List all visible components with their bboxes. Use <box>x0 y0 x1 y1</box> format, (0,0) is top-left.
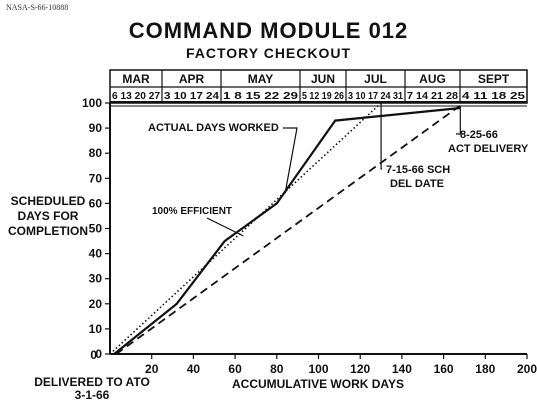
y-tick-label: 90 <box>89 121 103 135</box>
x-tick-label: 20 <box>145 362 159 376</box>
month-label: SEPT <box>478 72 510 86</box>
annotation-actual: ACTUAL DAYS WORKED <box>148 122 279 134</box>
month-dates: 3 10 17 24 31 <box>348 91 403 102</box>
x-tick-label: 200 <box>517 362 537 376</box>
document-code: NASA-S-66-10888 <box>6 3 69 12</box>
month-label: AUG <box>419 72 446 86</box>
x-tick-label: 80 <box>270 362 284 376</box>
month-dates: 7 14 21 28 <box>407 91 458 102</box>
annotation-delivered-1: DELIVERED TO ATO <box>34 375 150 389</box>
y-tick-label: 80 <box>89 146 103 160</box>
series-line-dotted <box>109 102 382 355</box>
x-axis-label: ACCUMULATIVE WORK DAYS <box>232 377 404 391</box>
month-label: MAR <box>122 72 150 86</box>
series-line-solid <box>113 106 461 355</box>
x-tick-label: 60 <box>228 362 242 376</box>
month-dates: 5 12 19 26 <box>302 91 344 102</box>
y-tick-label: 40 <box>89 247 103 261</box>
annotation-efficient: 100% EFFICIENT <box>152 206 232 217</box>
month-label: APR <box>179 72 205 86</box>
month-label: MAY <box>248 72 274 86</box>
x-tick-label: 180 <box>475 362 495 376</box>
month-label: JUN <box>311 72 335 86</box>
annotation-sch-1: 7-15-66 SCH <box>386 164 450 176</box>
annotation-delivered-2: 3-1-66 <box>75 388 110 402</box>
annotation-act-delivery-leader <box>456 105 461 135</box>
y-tick-label: 70 <box>89 171 103 185</box>
x-origin-label: 0 <box>90 348 97 362</box>
annotation-sch-leader <box>380 103 382 170</box>
x-tick-label: 140 <box>392 362 412 376</box>
x-tick-label: 120 <box>350 362 370 376</box>
x-tick-label: 100 <box>308 362 328 376</box>
y-tick-label: 30 <box>89 272 103 286</box>
x-tick-label: 160 <box>434 362 454 376</box>
chart-subtitle: FACTORY CHECKOUT <box>185 45 352 61</box>
month-dates: 1 8 15 22 29 <box>223 91 299 102</box>
month-dates: 6 13 20 27 <box>112 91 160 102</box>
y-tick-label: 100 <box>82 96 102 110</box>
y-tick-label: 0 <box>95 347 102 361</box>
y-axis-label: SCHEDULED <box>11 194 86 208</box>
y-tick-label: 60 <box>89 196 103 210</box>
chart-title: COMMAND MODULE 012 <box>128 18 409 43</box>
y-axis-label: COMPLETION <box>8 224 88 238</box>
month-label: JUL <box>364 72 387 86</box>
annotation-actual-leader <box>283 127 298 194</box>
annotation-sch-2: DEL DATE <box>390 178 444 190</box>
month-dates: 4 11 18 25 <box>462 91 526 102</box>
y-tick-label: 20 <box>89 297 103 311</box>
y-axis-label: DAYS FOR <box>18 209 79 223</box>
y-tick-label: 50 <box>89 222 103 236</box>
series-line-dashed <box>115 104 461 355</box>
annotation-act-delivery-2: ACT DELIVERY <box>448 143 529 155</box>
month-dates: 3 10 17 24 <box>164 91 220 102</box>
annotation-efficient-leader <box>206 217 244 237</box>
annotation-act-delivery-1: 8-25-66 <box>460 129 498 141</box>
y-tick-label: 10 <box>89 322 103 336</box>
x-tick-label: 40 <box>187 362 201 376</box>
